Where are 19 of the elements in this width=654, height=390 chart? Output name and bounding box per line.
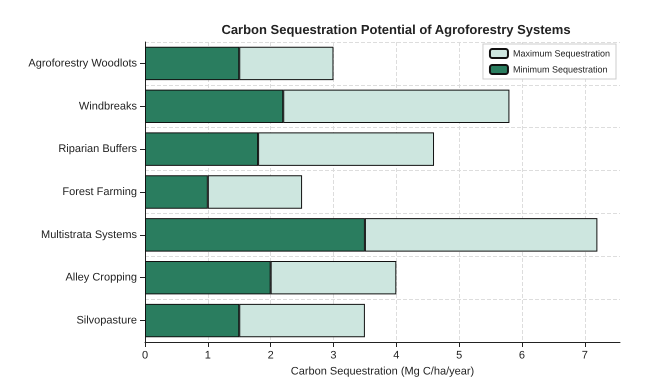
x-tick-label: 4 bbox=[393, 350, 400, 362]
y-tick-label: Silvopasture bbox=[76, 314, 137, 327]
chart-title: Carbon Sequestration Potential of Agroforestry Systems bbox=[221, 22, 571, 37]
x-axis-title: Carbon Sequestration (Mg C/ha/year) bbox=[290, 366, 474, 378]
x-tick-label: 1 bbox=[204, 350, 211, 362]
y-tick-label: Agroforestry Woodlots bbox=[28, 57, 138, 70]
y-tick-label: Riparian Buffers bbox=[58, 143, 138, 156]
y-tick-label: Multistrata Systems bbox=[41, 228, 138, 241]
x-tick-label: 3 bbox=[330, 350, 337, 362]
legend-label: Minimum Sequestration bbox=[512, 64, 608, 74]
y-tick-label: Forest Farming bbox=[62, 186, 137, 198]
y-tick-label: Windbreaks bbox=[78, 100, 138, 112]
x-tick-label: 5 bbox=[456, 350, 462, 362]
y-tick-label: Alley Cropping bbox=[65, 272, 137, 284]
x-tick-label: 0 bbox=[142, 350, 148, 362]
legend-label: Maximum Sequestration bbox=[512, 48, 610, 58]
x-tick-label: 6 bbox=[518, 350, 526, 362]
x-tick-label: 2 bbox=[268, 350, 274, 362]
x-tick-label: 7 bbox=[582, 350, 588, 362]
